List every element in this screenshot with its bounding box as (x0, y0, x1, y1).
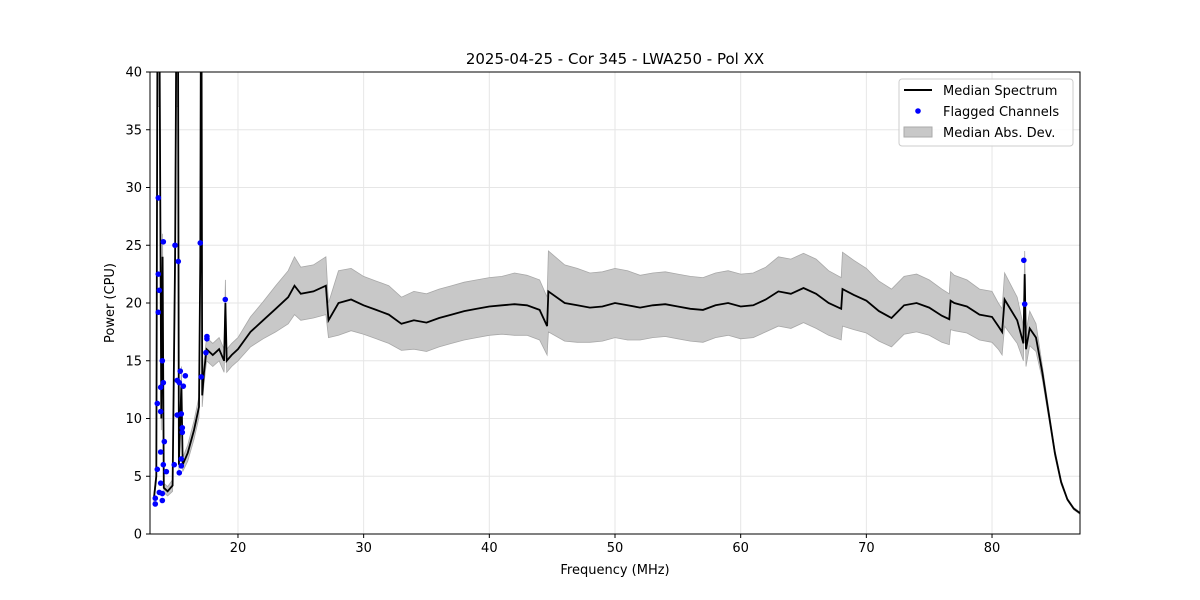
flagged-channel-point (163, 468, 170, 475)
y-tick-label: 15 (125, 354, 142, 369)
legend: Median Spectrum Flagged Channels Median … (898, 78, 1074, 147)
median-spectrum-line (152, 72, 1080, 514)
flagged-channel-point (176, 379, 183, 386)
flagged-channel-point (156, 287, 163, 294)
x-tick-label: 50 (607, 541, 624, 556)
flagged-channels (152, 195, 1028, 507)
axis-ticks: 20 30 40 50 60 70 80 0 5 10 15 20 25 30 35 40 (125, 66, 1000, 557)
flagged-channel-point (1021, 257, 1027, 264)
x-tick-label: 40 (481, 541, 498, 556)
legend-flagged: Flagged Channels (943, 105, 1059, 120)
flagged-channel-point (178, 456, 185, 462)
legend-median: Median Spectrum (943, 84, 1057, 99)
flagged-channel-point (198, 374, 205, 380)
flagged-channel-point (160, 238, 167, 245)
flagged-channel-point (155, 195, 162, 201)
legend-dot-swatch (915, 108, 921, 114)
flagged-channel-point (155, 271, 162, 277)
flagged-channel-point (178, 463, 185, 469)
flagged-channel-point (161, 438, 168, 445)
mad-band (153, 72, 1080, 515)
x-tick-label: 60 (732, 541, 749, 556)
flagged-channel-point (157, 449, 164, 455)
flagged-channel-point (1021, 301, 1028, 307)
flagged-channel-point (157, 408, 164, 415)
y-tick-label: 25 (125, 239, 142, 254)
x-tick-label: 20 (230, 541, 247, 556)
flagged-channel-point (179, 424, 186, 431)
flagged-channel-point (159, 490, 166, 497)
y-tick-label: 30 (125, 181, 142, 196)
flagged-channel-point (182, 372, 189, 379)
flagged-channel-point (178, 411, 185, 417)
flagged-channel-point (152, 501, 159, 507)
y-tick-label: 20 (125, 297, 142, 312)
flagged-channel-point (175, 258, 182, 265)
flagged-channel-point (160, 379, 167, 386)
flagged-channel-point (179, 429, 186, 436)
flagged-channel-point (159, 357, 166, 364)
y-axis-label: Power (CPU) (103, 263, 118, 343)
flagged-channel-point (159, 497, 166, 504)
flagged-channel-point (177, 368, 184, 374)
flagged-channel-point (154, 466, 161, 473)
flagged-channel-point (157, 480, 164, 486)
flagged-channel-point (154, 400, 161, 407)
y-tick-label: 35 (125, 123, 142, 138)
x-tick-label: 30 (355, 541, 372, 556)
y-tick-label: 10 (125, 412, 142, 427)
flagged-channel-point (180, 383, 187, 389)
flagged-channel-point (203, 349, 209, 356)
flagged-channel-point (197, 240, 204, 246)
chart-title: 2025-04-25 - Cor 345 - LWA250 - Pol XX (466, 50, 764, 68)
flagged-channel-point (171, 461, 178, 468)
flagged-channel-point (155, 309, 162, 316)
legend-mad: Median Abs. Dev. (943, 126, 1055, 141)
flagged-channel-point (176, 469, 183, 476)
flagged-channel-point (172, 242, 178, 249)
flagged-channel-point (160, 461, 167, 468)
x-tick-label: 70 (858, 541, 875, 556)
y-tick-label: 40 (125, 66, 142, 81)
flagged-channel-point (157, 384, 164, 391)
flagged-channel-point (152, 495, 159, 501)
flagged-channel-point (204, 336, 210, 342)
legend-band-swatch (903, 126, 933, 138)
flagged-channel-point (222, 296, 229, 303)
x-tick-label: 80 (984, 541, 1001, 556)
x-axis-label: Frequency (MHz) (560, 563, 669, 578)
y-tick-label: 0 (134, 528, 142, 543)
y-tick-label: 5 (134, 470, 142, 485)
